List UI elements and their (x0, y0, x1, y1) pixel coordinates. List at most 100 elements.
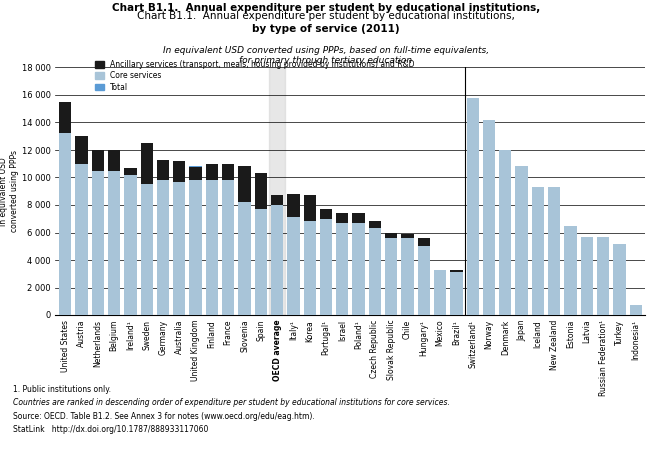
Bar (467, 98, 479, 315)
Bar (499, 150, 511, 315)
Bar (304, 221, 316, 315)
Bar (222, 180, 234, 315)
Bar (288, 194, 299, 217)
Bar (581, 237, 593, 315)
Bar (206, 164, 218, 180)
Bar (173, 161, 185, 182)
Bar (173, 161, 185, 315)
Bar (304, 195, 316, 315)
Bar (255, 209, 267, 315)
Bar (76, 136, 87, 164)
Bar (271, 195, 283, 315)
Bar (565, 225, 576, 315)
Bar (353, 213, 364, 223)
Bar (92, 150, 104, 171)
Bar (59, 102, 71, 134)
Bar (59, 102, 71, 315)
Text: 1. Public institutions only.: 1. Public institutions only. (13, 385, 111, 394)
Bar (614, 243, 625, 315)
Bar (255, 173, 267, 209)
Bar (222, 164, 234, 315)
Bar (269, 68, 286, 315)
Bar (320, 219, 332, 315)
Bar (76, 164, 87, 315)
Bar (548, 187, 560, 315)
Bar (516, 166, 527, 315)
Bar (418, 238, 430, 246)
Bar (271, 205, 283, 315)
Bar (385, 233, 397, 315)
Y-axis label: In equivalent USD
converted using PPPs: In equivalent USD converted using PPPs (0, 150, 19, 232)
Bar (467, 98, 479, 315)
Bar (451, 270, 462, 272)
Bar (320, 209, 332, 219)
Bar (92, 150, 104, 315)
Bar (222, 164, 234, 180)
Bar (206, 164, 218, 315)
Bar (418, 238, 430, 315)
Bar (190, 166, 201, 315)
Bar (369, 221, 381, 228)
Bar (369, 228, 381, 315)
Bar (239, 166, 250, 202)
Bar (402, 234, 413, 315)
Bar (369, 221, 381, 315)
Bar (451, 272, 462, 315)
Bar (597, 237, 609, 315)
Bar (157, 160, 169, 180)
Bar (402, 234, 413, 238)
Bar (271, 195, 283, 205)
Bar (499, 150, 511, 315)
Bar (108, 171, 120, 315)
Bar (157, 180, 169, 315)
Bar (141, 143, 153, 184)
Bar (206, 180, 218, 315)
Bar (630, 306, 642, 315)
Bar (336, 213, 348, 223)
Bar (336, 223, 348, 315)
Bar (239, 202, 250, 315)
Text: StatLink   http://dx.doi.org/10.1787/888933117060: StatLink http://dx.doi.org/10.1787/88893… (13, 425, 209, 434)
Bar (483, 120, 495, 315)
Bar (353, 213, 364, 315)
Bar (597, 237, 609, 315)
Bar (108, 150, 120, 171)
Bar (581, 237, 593, 315)
Bar (565, 225, 576, 315)
Bar (157, 160, 169, 315)
Bar (304, 195, 316, 221)
Bar (385, 238, 397, 315)
Text: Countries are ranked in descending order of expenditure per student by education: Countries are ranked in descending order… (13, 398, 450, 407)
Bar (125, 168, 136, 315)
Bar (353, 223, 364, 315)
Bar (76, 136, 87, 315)
Bar (190, 166, 201, 180)
Bar (548, 187, 560, 315)
Bar (336, 213, 348, 315)
Bar (614, 243, 625, 315)
Bar (173, 182, 185, 315)
Bar (255, 173, 267, 315)
Text: Chart B1.1.  Annual expenditure per student by educational institutions,: Chart B1.1. Annual expenditure per stude… (137, 11, 515, 21)
Bar (125, 168, 136, 175)
Text: Chart B1.1.  Annual expenditure per student by educational institutions,: Chart B1.1. Annual expenditure per stude… (112, 3, 540, 13)
Bar (125, 175, 136, 315)
Text: Source: OECD. Table B1.2. See Annex 3 for notes (www.oecd.org/edu/eag.htm).: Source: OECD. Table B1.2. See Annex 3 fo… (13, 412, 315, 421)
Bar (141, 184, 153, 315)
Bar (320, 209, 332, 315)
Bar (418, 246, 430, 315)
Bar (141, 143, 153, 315)
Bar (385, 233, 397, 238)
Bar (483, 120, 495, 315)
Bar (288, 217, 299, 315)
Bar (59, 134, 71, 315)
Bar (239, 166, 250, 315)
Legend: Ancillary services (transport, meals, housing provided by institutions) and R&D,: Ancillary services (transport, meals, ho… (95, 60, 415, 92)
Bar (630, 306, 642, 315)
Bar (434, 270, 446, 315)
Text: by type of service (2011): by type of service (2011) (252, 24, 400, 34)
Bar (532, 187, 544, 315)
Bar (451, 270, 462, 315)
Bar (288, 194, 299, 315)
Bar (532, 187, 544, 315)
